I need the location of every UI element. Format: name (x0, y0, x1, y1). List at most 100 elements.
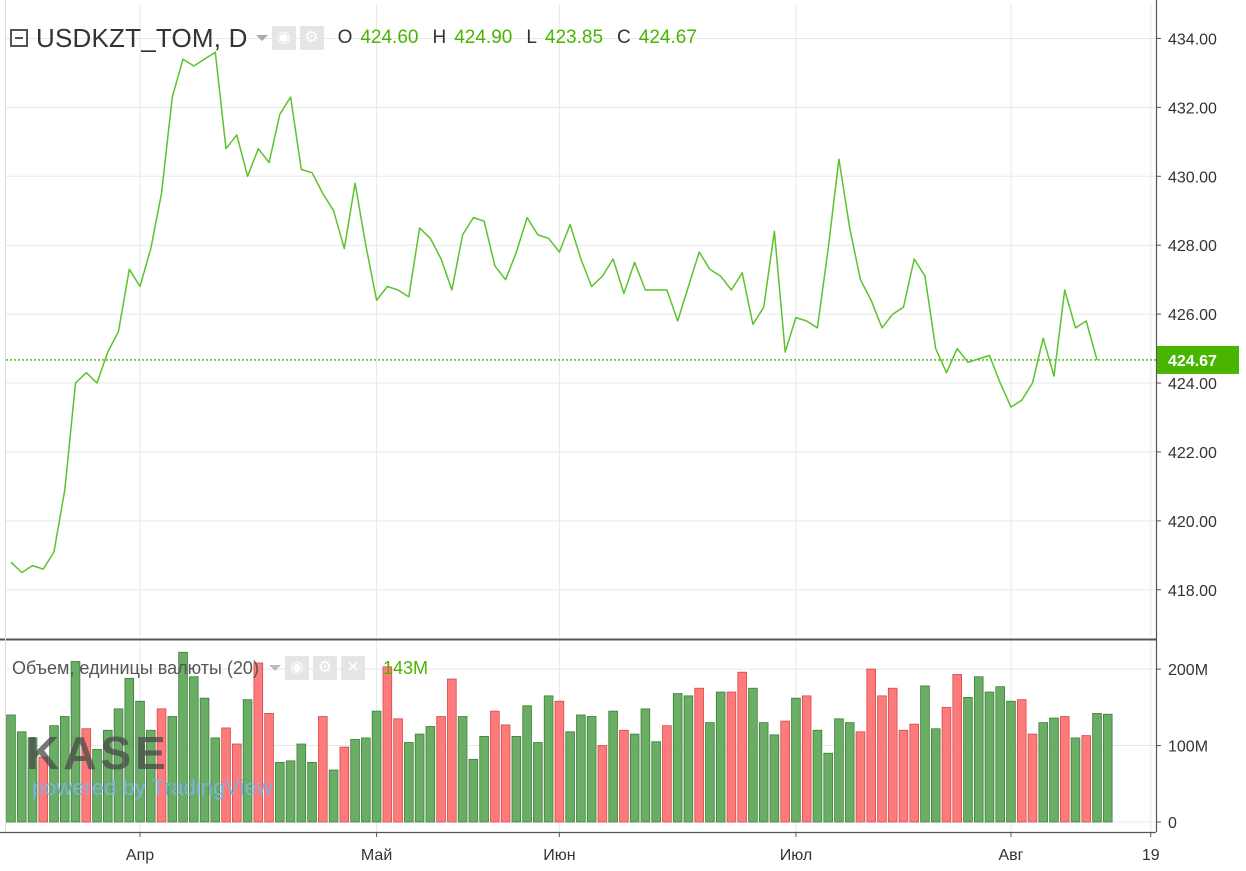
volume-bar-down (156, 708, 167, 823)
volume-bar-up (586, 716, 597, 823)
eye-icon[interactable]: ◉ (271, 26, 296, 50)
volume-bar-up (102, 729, 113, 823)
volume-bar-down (597, 745, 608, 823)
price-tick-label: 428.00 (1168, 238, 1217, 255)
eye-icon[interactable]: ◉ (284, 656, 309, 680)
volume-bar-up (984, 691, 995, 823)
volume-bar-up (629, 733, 640, 823)
close-icon[interactable]: ✕ (340, 656, 365, 680)
volume-bar-up (92, 748, 102, 823)
volume-bar-up (49, 725, 59, 823)
volume-bar-down (38, 756, 49, 823)
volume-bar-up (468, 758, 479, 823)
volume-bar-up (640, 708, 651, 823)
price-tick-label: 434.00 (1168, 31, 1217, 48)
volume-bar-up (651, 741, 661, 823)
volume-bar-down (855, 731, 866, 823)
volume-bar-up (823, 752, 833, 823)
time-axis: Апр Май Июн Июл Авг 19 (126, 832, 1160, 864)
volume-bar-up (511, 735, 522, 823)
volume-bar-up (16, 731, 27, 823)
volume-bar-up (672, 693, 683, 823)
volume-bar-down (382, 666, 393, 823)
last-price-badge-label: 424.67 (1168, 353, 1217, 370)
volume-bars (6, 651, 1113, 823)
volume-bar-up (791, 697, 801, 823)
volume-bar-up (242, 699, 253, 823)
volume-bar-up (963, 696, 973, 823)
volume-tick-label: 100M (1168, 739, 1208, 756)
chevron-down-icon[interactable] (268, 665, 281, 671)
volume-bar-up (576, 714, 586, 823)
gear-icon[interactable]: ⚙ (312, 656, 337, 680)
volume-bar-up (146, 729, 156, 823)
volume-tick-label: 0 (1168, 815, 1177, 832)
volume-bar-up (404, 742, 414, 823)
price-tick-label: 426.00 (1168, 307, 1217, 324)
volume-bar-up (565, 731, 575, 823)
volume-bar-up (834, 718, 844, 823)
volume-bar-up (522, 705, 532, 823)
volume-bar-down (264, 713, 274, 823)
volume-bar-down (447, 678, 457, 823)
volume-bar-up (683, 695, 694, 823)
price-tick-label: 430.00 (1168, 169, 1217, 186)
volume-bar-down (662, 725, 672, 823)
close-value: 424.67 (638, 27, 697, 48)
time-tick-label: Июн (543, 847, 575, 864)
volume-bar-up (124, 677, 135, 823)
volume-bar-up (1070, 737, 1081, 823)
volume-bar-down (318, 716, 328, 823)
volume-bar-down (801, 695, 812, 823)
volume-bar-up (608, 710, 618, 823)
volume-axis: 200M 100M 0 (1156, 662, 1208, 832)
volume-bar-up (930, 728, 941, 823)
symbol-title[interactable]: USDKZT_TOM, D (36, 22, 248, 53)
price-tick-label: 422.00 (1168, 445, 1217, 462)
low-value: 423.85 (544, 27, 604, 48)
price-line-layer (6, 51, 1156, 574)
high-label: H (432, 27, 447, 48)
last-price-badge (1157, 345, 1239, 374)
volume-bar-up (113, 708, 124, 823)
volume-bar-up (371, 710, 382, 823)
volume-bar-down (221, 727, 231, 823)
volume-bar-up (812, 729, 823, 823)
gear-icon[interactable]: ⚙ (299, 26, 324, 50)
volume-bar-up (70, 661, 81, 823)
volume-bar-down (81, 728, 92, 823)
volume-bar-down (1016, 699, 1027, 823)
volume-bar-up (920, 685, 930, 823)
volume-bar-up (1038, 722, 1049, 823)
volume-bar-down (619, 729, 629, 823)
volume-tick-label: 200M (1168, 662, 1208, 679)
volume-bar-up (167, 716, 178, 823)
volume-bar-down (1059, 716, 1070, 823)
volume-bar-down (339, 746, 350, 823)
symbol-legend: USDKZT_TOM, D ◉ ⚙ O 424.60 H 424.90 L 42… (10, 22, 697, 54)
volume-bar-down (909, 723, 919, 823)
close-label: C (617, 27, 631, 48)
volume-bar-up (189, 676, 199, 823)
collapse-icon[interactable] (10, 29, 28, 47)
volume-title[interactable]: Объем, единицы валюты (20) (12, 657, 259, 678)
volume-bar-down (393, 718, 403, 823)
volume-bar-down (737, 671, 747, 823)
volume-bar-up (350, 739, 360, 823)
chevron-down-icon[interactable] (255, 35, 268, 41)
chart-frame (0, 0, 1158, 834)
volume-bar-up (199, 697, 210, 823)
price-tick-label: 424.00 (1168, 376, 1217, 393)
volume-bar-down (877, 695, 887, 823)
volume-bar-down (952, 674, 962, 823)
volume-bar-up (328, 769, 339, 823)
volume-bar-down (490, 710, 500, 823)
volume-bar-down (554, 700, 565, 823)
volume-bar-up (210, 737, 221, 823)
volume-bar-up (769, 734, 780, 823)
volume-bar-up (1006, 700, 1016, 823)
volume-bar-down (1081, 735, 1092, 823)
volume-bar-up (285, 760, 296, 823)
volume-bar-up (748, 687, 758, 823)
